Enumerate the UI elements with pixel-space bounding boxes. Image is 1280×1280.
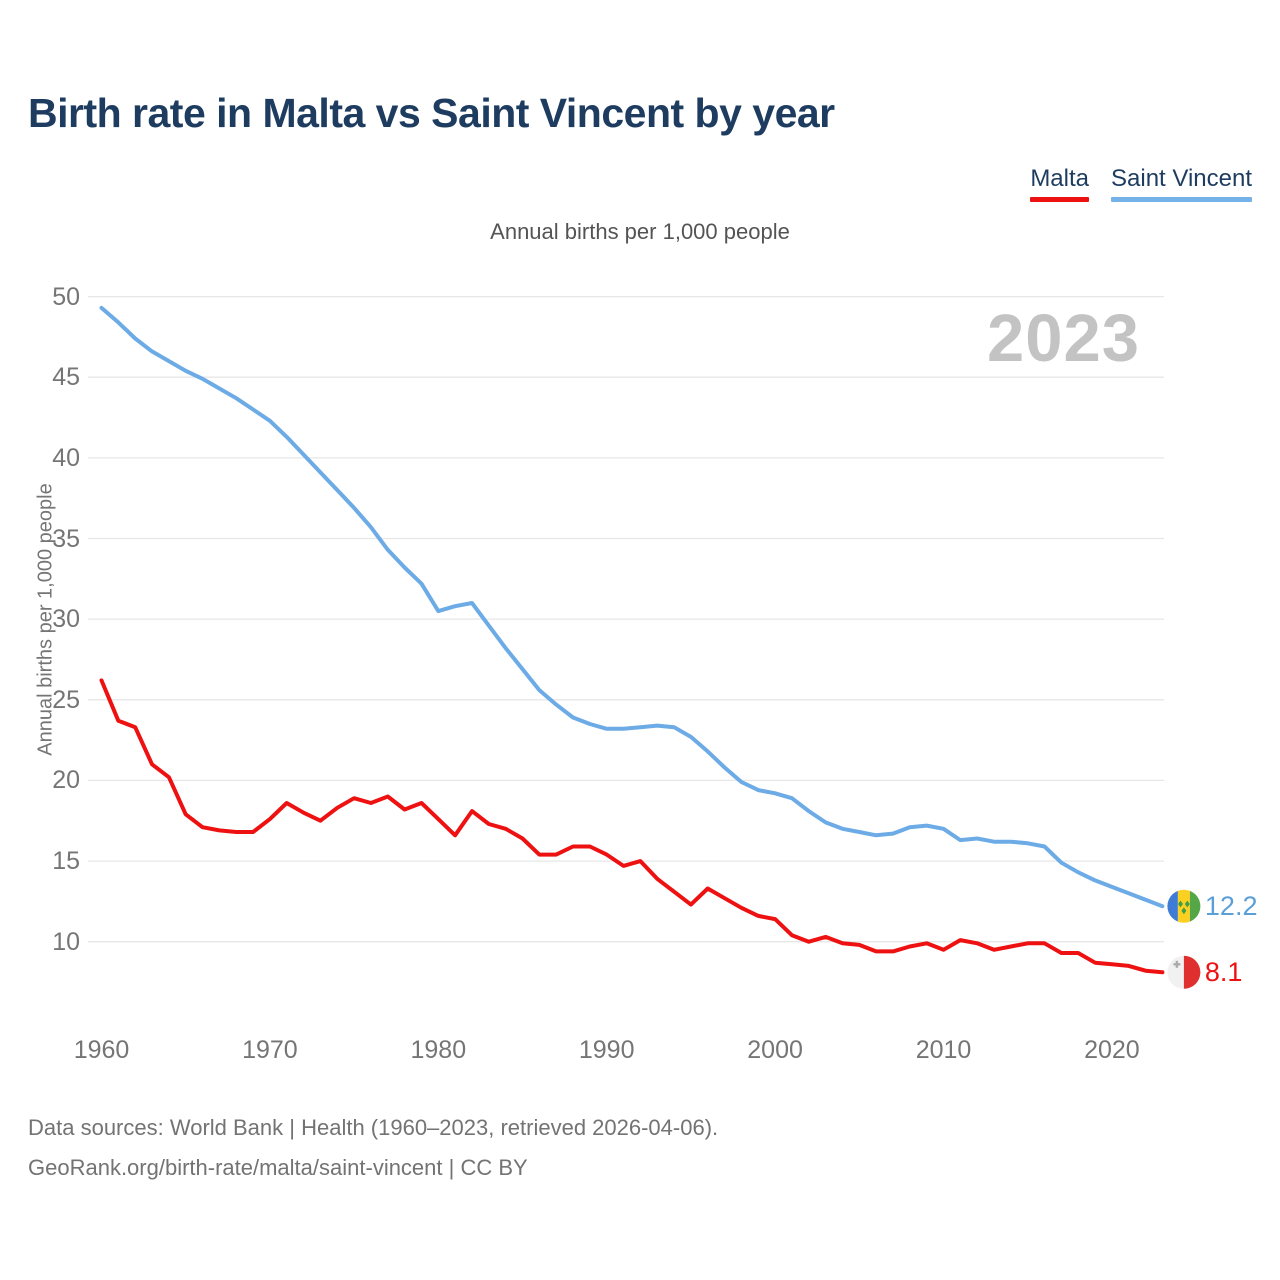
legend-swatch-malta: [1030, 197, 1089, 203]
x-tick-1960: 1960: [73, 1036, 130, 1064]
y-tick-35: 35: [52, 524, 80, 553]
page-title: Birth rate in Malta vs Saint Vincent by …: [28, 90, 835, 136]
y-tick-45: 45: [52, 363, 80, 392]
series-line-malta: [99, 678, 1165, 975]
legend-label-malta: Malta: [1030, 165, 1089, 192]
footer-datasource: Data sources: World Bank | Health (1960–…: [28, 1115, 719, 1140]
x-tick-1980: 1980: [410, 1036, 467, 1064]
end-value-label-saint-vincent: 12.2: [1204, 891, 1258, 922]
footer-attribution: GeoRank.org/birth-rate/malta/saint-vince…: [28, 1155, 528, 1181]
y-tick-40: 40: [52, 443, 80, 472]
y-tick-20: 20: [52, 766, 80, 795]
series-line-saint-vincent: [99, 305, 1165, 909]
y-tick-30: 30: [52, 605, 80, 634]
gridlines: [88, 295, 1164, 943]
flag-icon-malta: [1167, 955, 1201, 989]
year-watermark: 2023: [986, 301, 1140, 376]
footer: Data sources: World Bank | Health (1960–…: [28, 1108, 718, 1188]
x-tick-1970: 1970: [242, 1036, 298, 1064]
y-tick-25: 25: [52, 685, 80, 714]
x-tick-2020: 2020: [1084, 1036, 1140, 1064]
chart-subtitle: Annual births per 1,000 people: [490, 219, 790, 244]
legend-item-saint-vincent[interactable]: Saint Vincent: [1111, 165, 1252, 203]
y-tick-15: 15: [52, 847, 80, 876]
y-tick-10: 10: [52, 927, 80, 956]
flag-icon-saint-vincent: [1167, 889, 1201, 923]
x-tick-1990: 1990: [578, 1036, 635, 1064]
legend-swatch-saint-vincent: [1111, 197, 1252, 203]
legend-item-malta[interactable]: Malta: [1030, 165, 1089, 203]
legend: Malta Saint Vincent: [1030, 165, 1252, 203]
x-tick-2010: 2010: [915, 1036, 972, 1064]
y-tick-50: 50: [52, 282, 80, 311]
legend-label-saint-vincent: Saint Vincent: [1111, 165, 1252, 192]
x-tick-2000: 2000: [747, 1036, 803, 1064]
end-value-label-malta: 8.1: [1204, 957, 1243, 988]
